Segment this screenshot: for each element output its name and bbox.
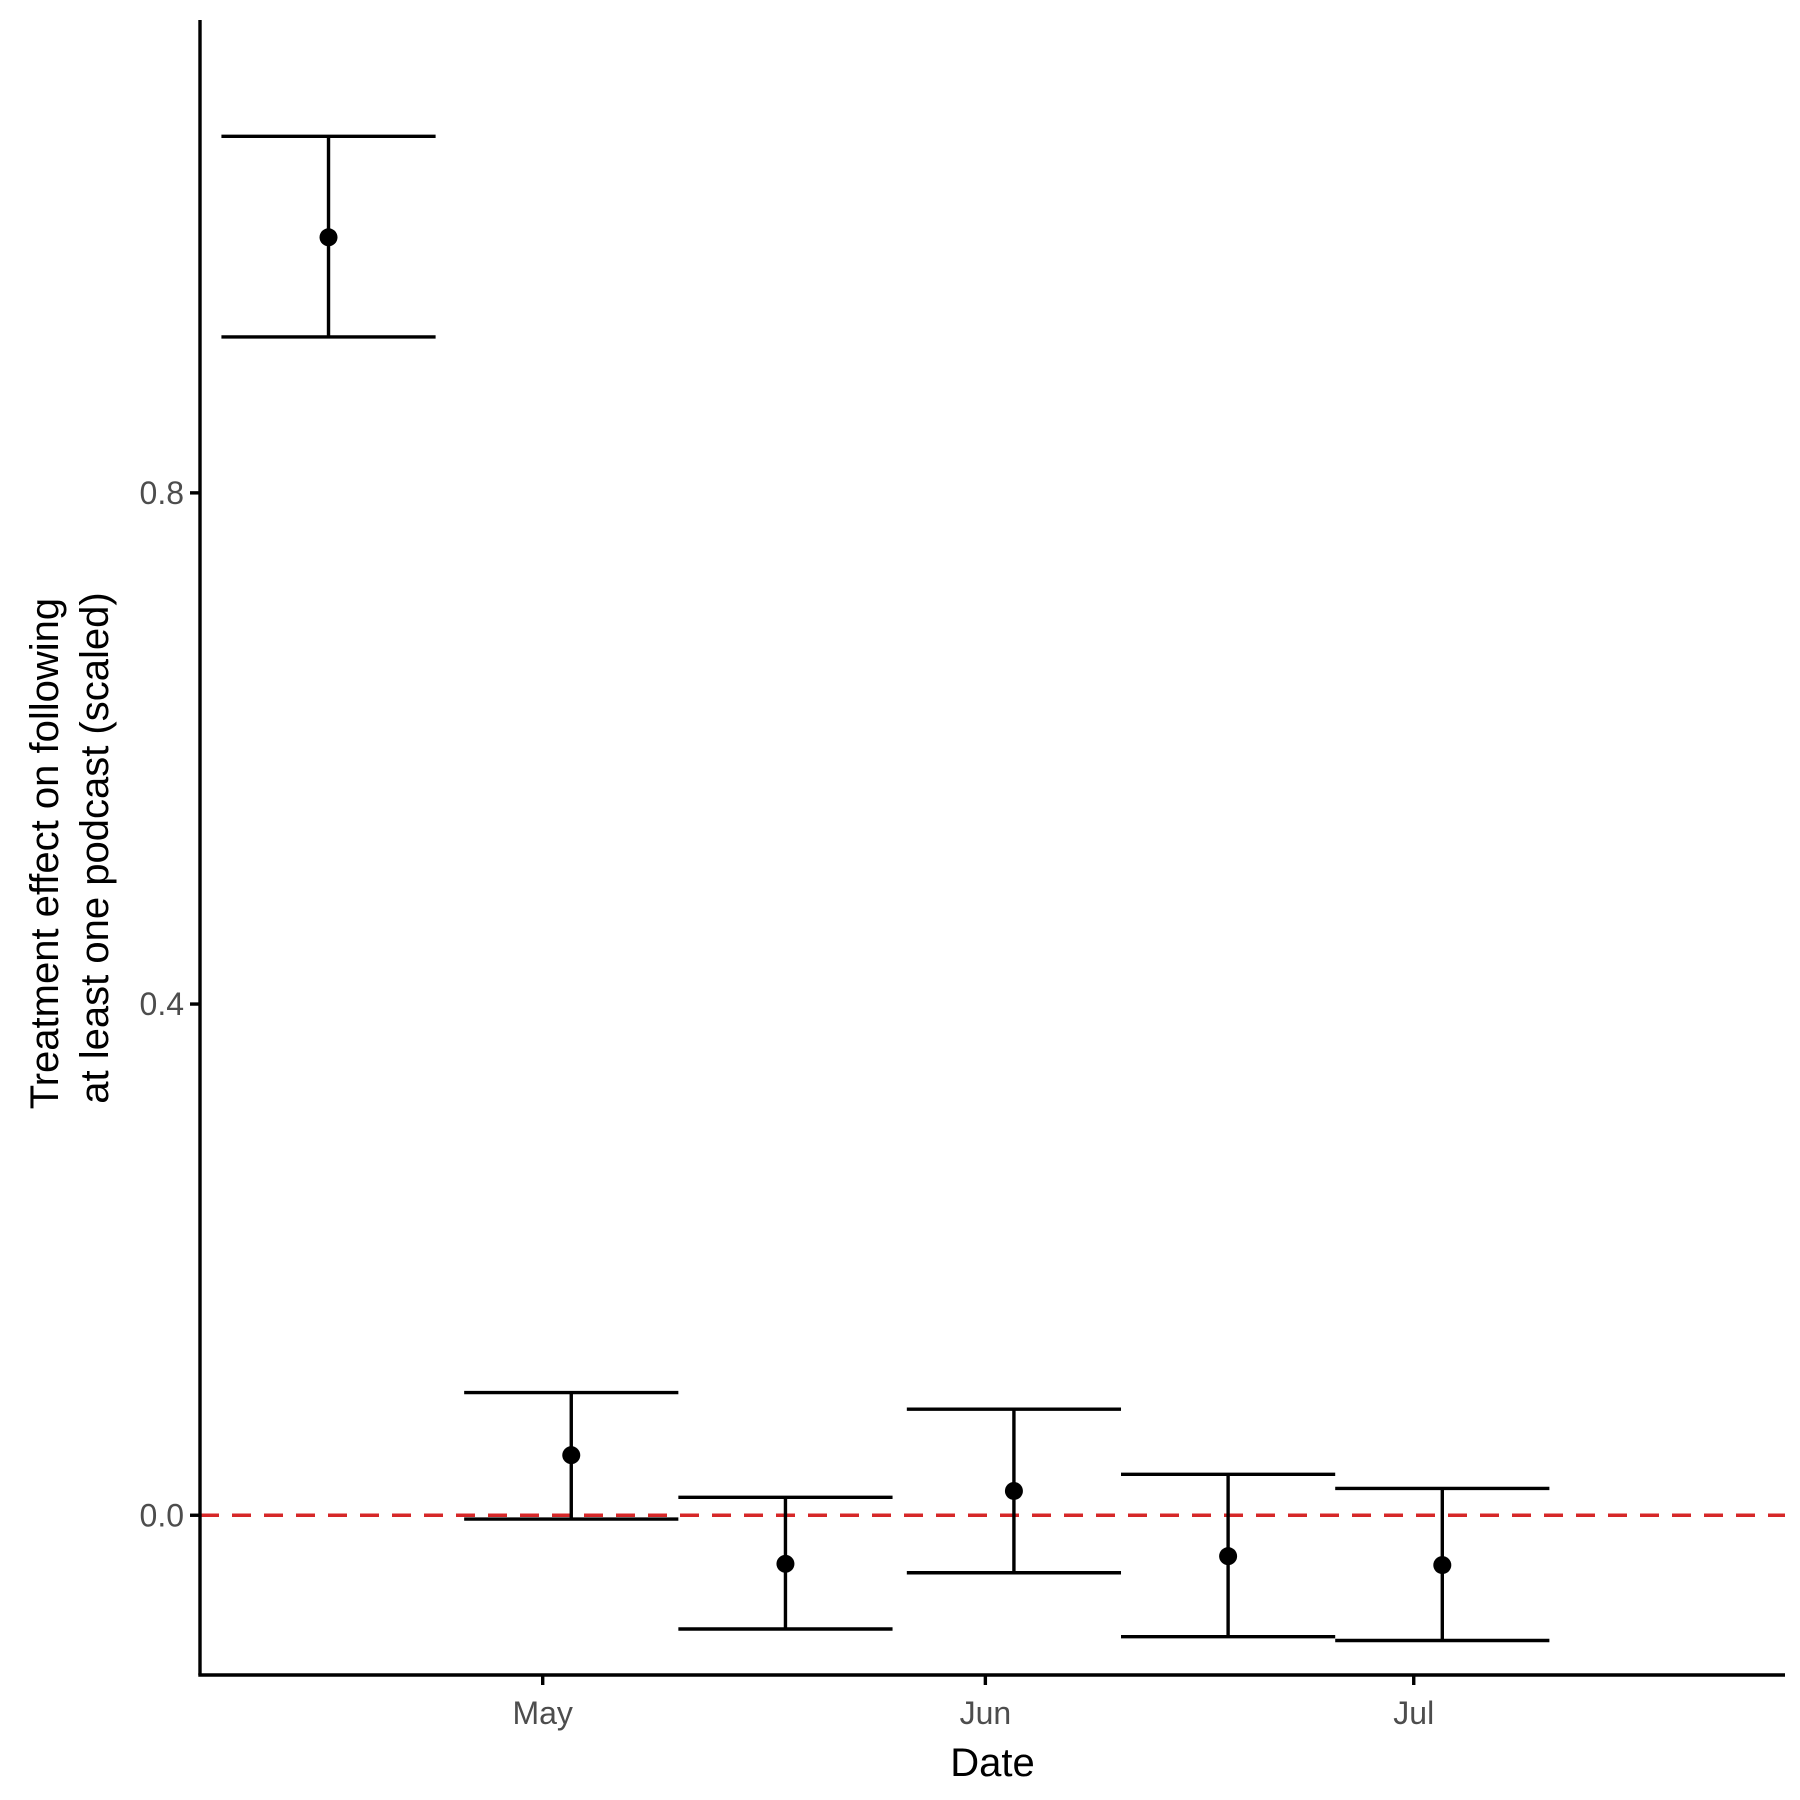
y-axis-title-line-2: at least one podcast (scaled): [73, 592, 117, 1103]
y-axis-title-line-1: Treatment effect on following: [23, 598, 67, 1109]
x-axis-title: Date: [950, 1741, 1035, 1785]
y-tick-label: 0.4: [140, 986, 184, 1022]
y-tick-label: 0.0: [140, 1497, 184, 1533]
data-point: [776, 1554, 795, 1573]
data-point: [1433, 1556, 1452, 1575]
error-bars-layer: [221, 134, 1550, 1643]
data-point: [319, 228, 338, 247]
points-layer: [319, 228, 1452, 1575]
x-ticks: May Jun Jul: [512, 1675, 1434, 1731]
x-tick-label: Jul: [1393, 1695, 1434, 1731]
y-tick-label: 0.8: [140, 475, 184, 511]
y-ticks: 0.0 0.4 0.8: [140, 475, 200, 1533]
x-tick-label: Jun: [960, 1695, 1012, 1731]
x-tick-label: May: [512, 1695, 572, 1731]
y-axis-title: Treatment effect on following at least o…: [23, 587, 117, 1110]
data-point: [1004, 1481, 1023, 1500]
axes-layer: [198, 20, 1785, 1677]
data-point: [562, 1446, 581, 1465]
data-point: [1219, 1547, 1238, 1566]
